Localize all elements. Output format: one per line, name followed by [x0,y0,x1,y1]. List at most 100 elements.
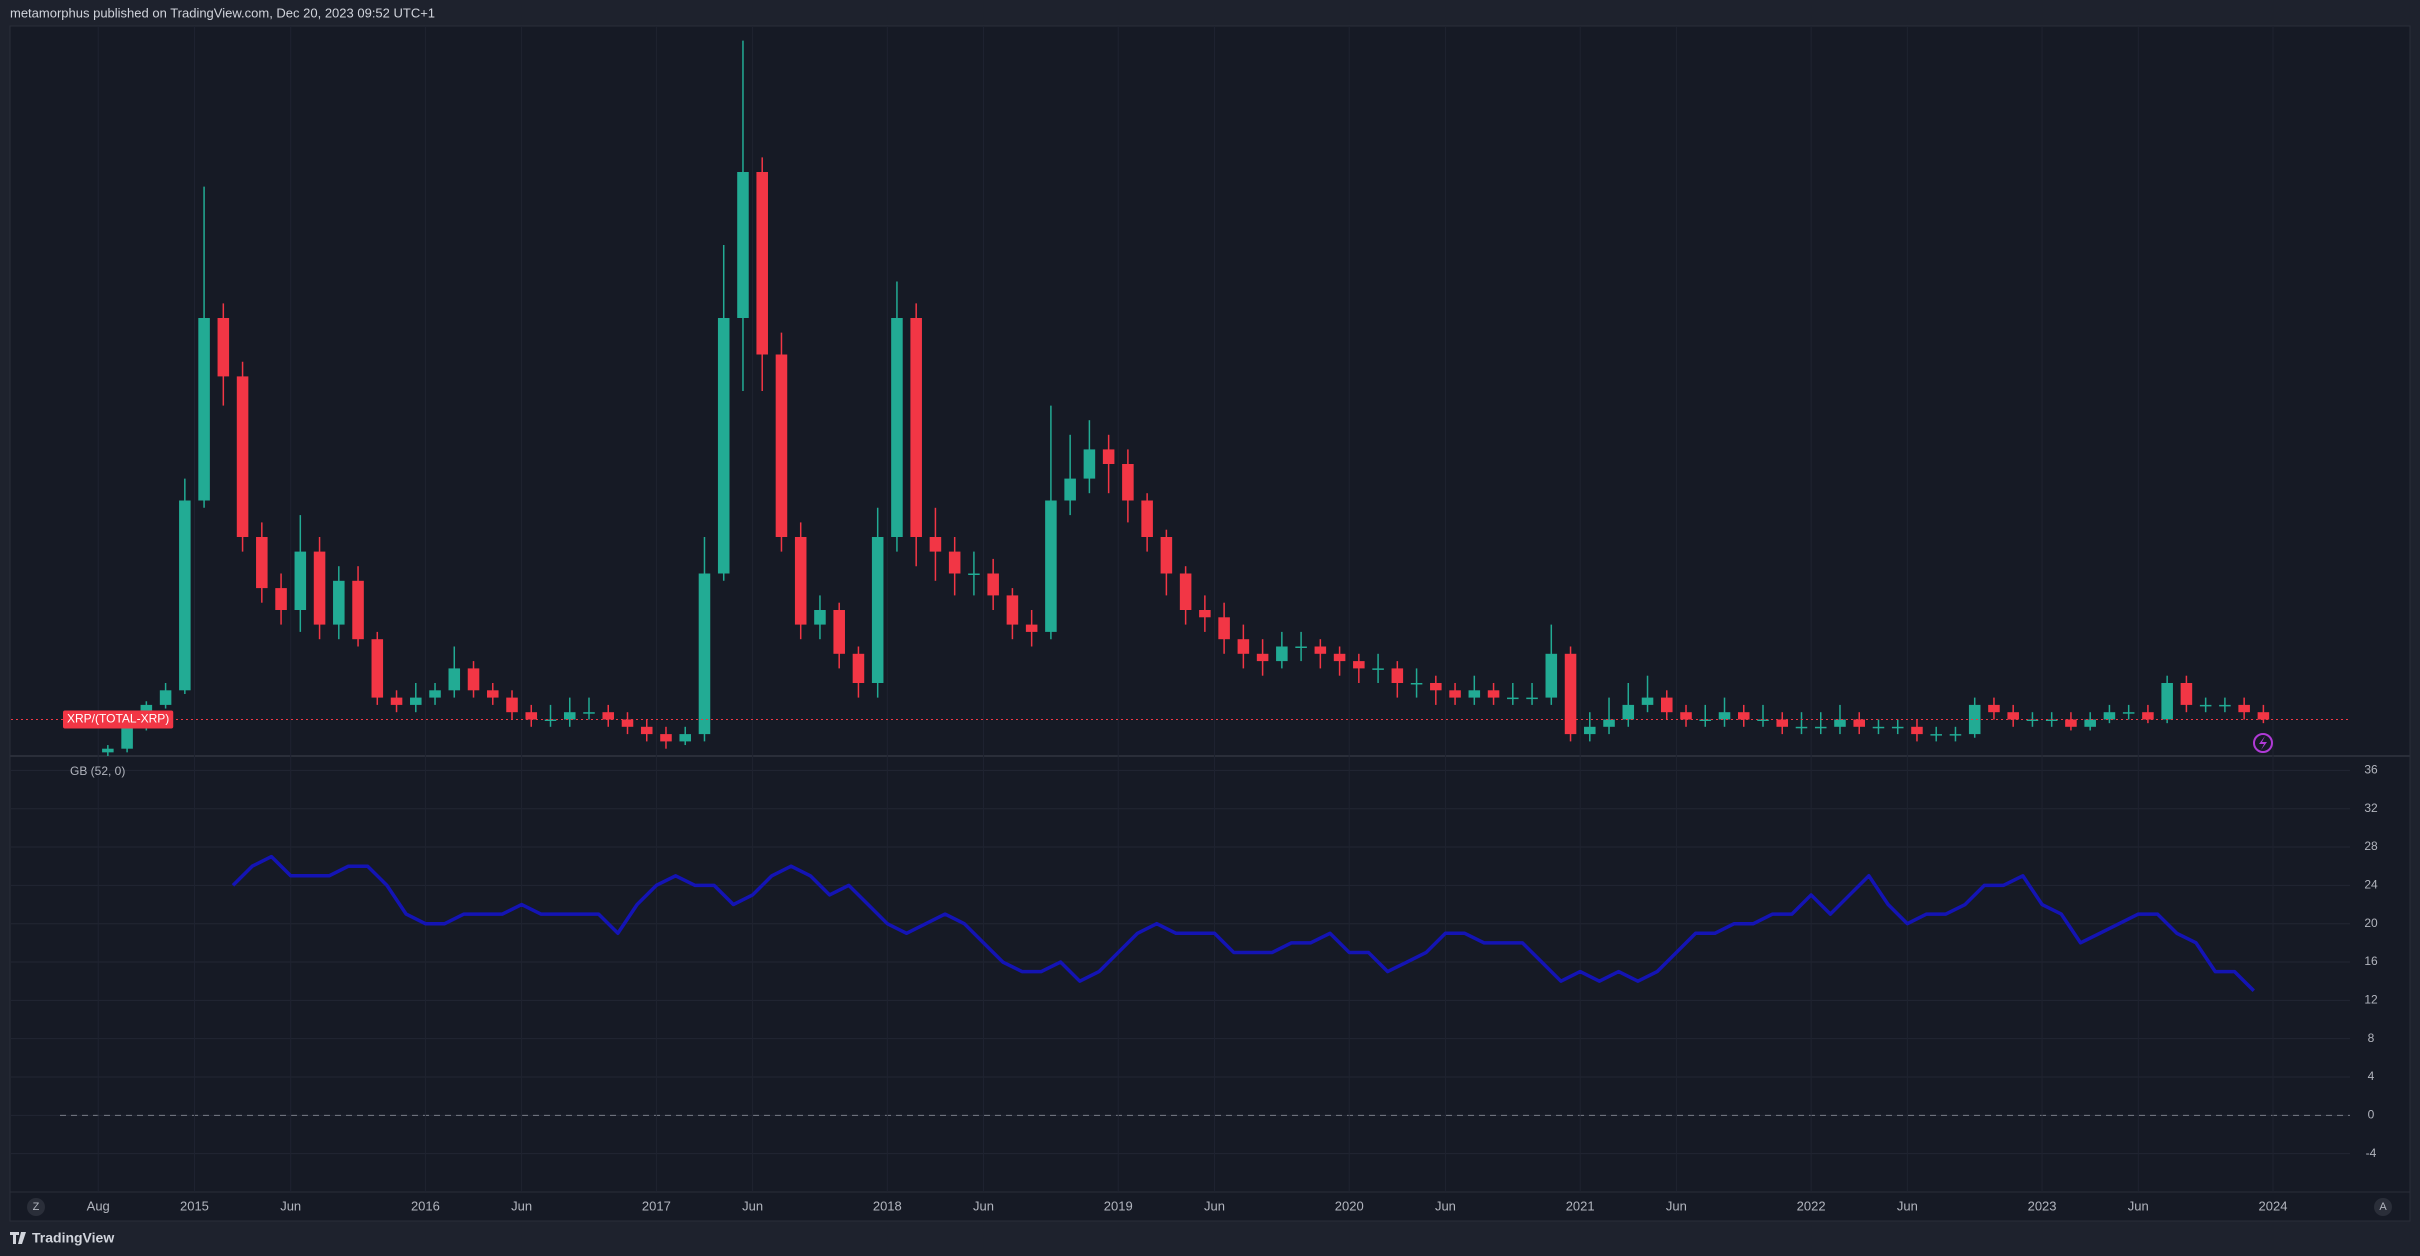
y-tick-label: 4 [2368,1069,2375,1083]
candle-body [179,500,191,691]
candle-body [833,610,845,654]
candle-body [1391,668,1404,683]
candle-body [429,690,441,698]
candle-body [1430,683,1442,691]
candle-body [717,318,730,574]
candle-body [1256,653,1269,662]
candle-body [294,551,307,610]
candle-body [1776,719,1789,727]
candle-body [1295,646,1307,648]
candle-body [333,580,345,625]
candle-body [1641,697,1654,705]
candle-body [1372,668,1384,670]
candle-body [1025,624,1038,632]
candle-body [563,712,576,720]
candle-body [410,697,422,705]
plot: XRP/(TOTAL-XRP) GB (52, 0) [11,40,2350,993]
candle-body [1064,478,1076,501]
candle-body [2122,712,2135,714]
candle-body [1545,653,1558,698]
candle-body [698,573,711,735]
candle-body [1083,449,1096,479]
candle-body [2103,712,2116,720]
candle-body [121,726,133,749]
candle-body [1218,617,1230,640]
candle-body [198,318,210,501]
candle-body [217,318,230,377]
candle-body [1911,726,1923,735]
candle-body [929,537,942,552]
brand-logo [10,1232,26,1244]
y-tick-label: 36 [2364,763,2378,777]
indicator-title: GB (52, 0) [70,764,125,778]
x-tick-label: 2018 [873,1198,902,1213]
candle-body [910,318,922,537]
candle-body [1660,697,1673,713]
header-text: metamorphus published on TradingView.com… [10,5,435,20]
x-tick-label: Jun [511,1198,532,1213]
candle-body [448,668,461,691]
y-tick-label: 28 [2364,839,2378,853]
a-button-label[interactable]: A [2379,1201,2387,1213]
candle-body [1622,704,1635,720]
a-button[interactable] [2374,1198,2392,1216]
x-tick-label: 2023 [2028,1198,2057,1213]
candle-body [256,537,268,589]
x-tick-label: 2016 [411,1198,440,1213]
z-button-label[interactable]: Z [33,1201,40,1213]
x-tick-label: Jun [1204,1198,1225,1213]
z-button[interactable] [27,1198,45,1216]
candle-body [1564,653,1577,735]
candle-body [852,653,865,683]
candle-body [1853,719,1866,727]
x-tick-label: 2024 [2259,1198,2288,1213]
y-tick-label: -4 [2366,1146,2377,1160]
candle-body [1276,646,1288,662]
candle-body [313,551,326,625]
candle-body [1237,639,1250,654]
candle-body [1006,595,1019,625]
candle-body [1199,610,1211,618]
candle-body [2026,719,2039,721]
candle-body [352,580,364,640]
x-tick-label: 2021 [1566,1198,1595,1213]
candle-body [640,726,653,735]
candle-body [660,734,672,742]
candle-body [1988,704,2000,713]
alert-icon[interactable] [2253,733,2273,753]
indicator-line [231,854,2256,993]
candle-body [506,697,518,713]
chart-frame [9,25,2411,1222]
y-tick-label: 8 [2368,1031,2375,1045]
candle-body [1737,712,1750,720]
candle-body [1160,537,1173,574]
series-label: XRP/(TOTAL-XRP) [67,712,169,726]
candle-body [1179,573,1192,610]
candle-body [1795,726,1808,729]
alert-bolt [2259,736,2267,750]
candle-body [2084,719,2096,727]
candle-body [1353,661,1365,669]
candle-body [871,537,884,683]
candle-body [1410,683,1423,685]
brand[interactable]: TradingView [32,1230,114,1246]
candle-body [1584,726,1596,735]
candle-body [1314,646,1327,654]
candle-body [814,610,826,625]
candle-body [390,697,403,705]
candle-body [583,712,595,714]
candle-body [1699,719,1712,721]
candle-body [1872,726,1885,729]
candle-body [775,354,788,537]
x-tick-label: Jun [1435,1198,1456,1213]
candle-body [1333,653,1346,662]
candle-body [1891,726,1904,729]
candle-body [2257,712,2270,720]
x-tick-label: Jun [1666,1198,1687,1213]
candle-body [756,172,768,355]
candle-body [968,573,980,575]
x-tick-label: 2015 [180,1198,209,1213]
candle-body [102,748,114,753]
candle-body [987,573,999,596]
